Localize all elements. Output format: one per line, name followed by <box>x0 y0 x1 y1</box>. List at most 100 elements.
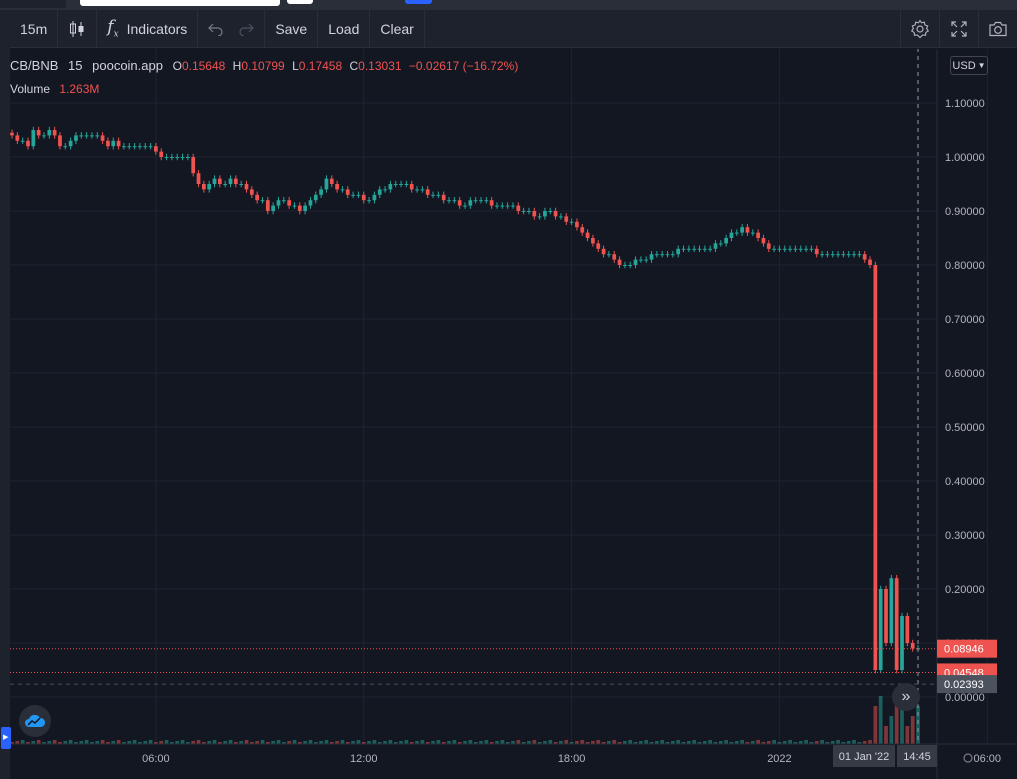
candle[interactable] <box>681 248 686 250</box>
candle[interactable] <box>607 254 611 256</box>
candle[interactable] <box>489 200 494 206</box>
candle[interactable] <box>654 254 659 256</box>
candle[interactable] <box>52 130 57 136</box>
candle[interactable] <box>713 243 718 249</box>
candle[interactable] <box>894 578 899 670</box>
candle[interactable] <box>633 259 638 265</box>
candle[interactable] <box>201 184 206 190</box>
candle[interactable] <box>100 135 105 141</box>
candle[interactable] <box>479 200 483 202</box>
candle[interactable] <box>127 146 132 148</box>
candle[interactable] <box>399 184 403 185</box>
candle[interactable] <box>308 200 313 206</box>
candle[interactable] <box>516 205 521 211</box>
candle[interactable] <box>676 248 681 255</box>
candle[interactable] <box>548 211 553 212</box>
candle[interactable] <box>335 184 339 190</box>
candle[interactable] <box>207 184 212 190</box>
candle[interactable] <box>527 211 531 212</box>
clear-button[interactable]: Clear <box>380 20 414 37</box>
candle[interactable] <box>670 254 675 256</box>
candle[interactable] <box>212 178 217 184</box>
candle[interactable] <box>639 259 643 261</box>
candle[interactable] <box>511 205 515 207</box>
candle[interactable] <box>255 194 260 201</box>
candle[interactable] <box>84 135 89 137</box>
candle[interactable] <box>889 578 894 643</box>
candle[interactable] <box>543 211 547 217</box>
candle[interactable] <box>809 248 814 250</box>
candle[interactable] <box>777 248 782 250</box>
candle[interactable] <box>484 200 489 202</box>
candle[interactable] <box>388 184 393 190</box>
candle[interactable] <box>612 254 617 260</box>
candle[interactable] <box>644 259 649 261</box>
candle[interactable] <box>537 216 542 218</box>
candle[interactable] <box>313 194 318 201</box>
scroll-to-realtime-button[interactable]: » <box>892 683 920 711</box>
tradingview-logo[interactable] <box>19 705 51 737</box>
candle[interactable] <box>319 189 323 195</box>
candle[interactable] <box>164 157 169 158</box>
candle[interactable] <box>734 232 739 234</box>
candle[interactable] <box>804 248 808 250</box>
candle[interactable] <box>708 248 713 250</box>
candle[interactable] <box>665 254 670 256</box>
candle[interactable] <box>106 140 110 147</box>
candle[interactable] <box>836 254 840 256</box>
candle[interactable] <box>415 189 419 191</box>
candle[interactable] <box>862 254 867 260</box>
candle[interactable] <box>463 205 467 207</box>
candle[interactable] <box>186 157 190 158</box>
candle[interactable] <box>505 205 510 207</box>
load-button[interactable]: Load <box>328 20 360 37</box>
candle[interactable] <box>260 200 265 202</box>
candle[interactable] <box>276 200 281 206</box>
candle-style-button[interactable] <box>58 10 96 48</box>
candle[interactable] <box>196 173 201 184</box>
candle[interactable] <box>521 211 526 212</box>
candle[interactable] <box>377 189 382 195</box>
candle[interactable] <box>431 194 435 196</box>
candle[interactable] <box>329 178 334 184</box>
candle[interactable] <box>217 178 222 184</box>
candle[interactable] <box>271 205 276 211</box>
candle[interactable] <box>857 254 862 256</box>
candle[interactable] <box>10 132 14 136</box>
candle[interactable] <box>900 616 904 670</box>
candle[interactable] <box>596 243 601 249</box>
candle[interactable] <box>159 151 164 157</box>
candle[interactable] <box>132 146 137 148</box>
candle[interactable] <box>580 227 585 233</box>
candle[interactable] <box>233 178 238 184</box>
candle[interactable] <box>788 248 792 250</box>
candle[interactable] <box>473 200 478 202</box>
candle[interactable] <box>846 254 851 256</box>
interval-button[interactable]: 15m <box>20 20 48 37</box>
candle[interactable] <box>852 254 856 256</box>
candle[interactable] <box>495 205 499 207</box>
top-strip-tab[interactable] <box>287 0 313 4</box>
candle[interactable] <box>660 254 665 256</box>
top-strip-tab-active[interactable] <box>405 0 432 4</box>
candle[interactable] <box>170 157 174 158</box>
axis-settings-icon[interactable] <box>963 753 973 763</box>
candle[interactable] <box>750 232 755 234</box>
settings-button[interactable] <box>900 10 939 48</box>
candle[interactable] <box>798 248 803 250</box>
candle[interactable] <box>175 157 180 158</box>
candle[interactable] <box>42 135 46 137</box>
candle[interactable] <box>138 146 142 148</box>
candle[interactable] <box>345 189 350 195</box>
candle[interactable] <box>441 194 446 201</box>
candle[interactable] <box>79 135 84 137</box>
candle[interactable] <box>63 146 68 148</box>
candle[interactable] <box>409 184 414 190</box>
candle[interactable] <box>841 254 846 256</box>
side-panel-handle[interactable]: ▶ <box>1 727 11 749</box>
candle[interactable] <box>756 232 760 238</box>
candle[interactable] <box>702 248 707 250</box>
candle[interactable] <box>617 259 622 265</box>
candle[interactable] <box>766 243 771 249</box>
candle[interactable] <box>36 130 41 136</box>
